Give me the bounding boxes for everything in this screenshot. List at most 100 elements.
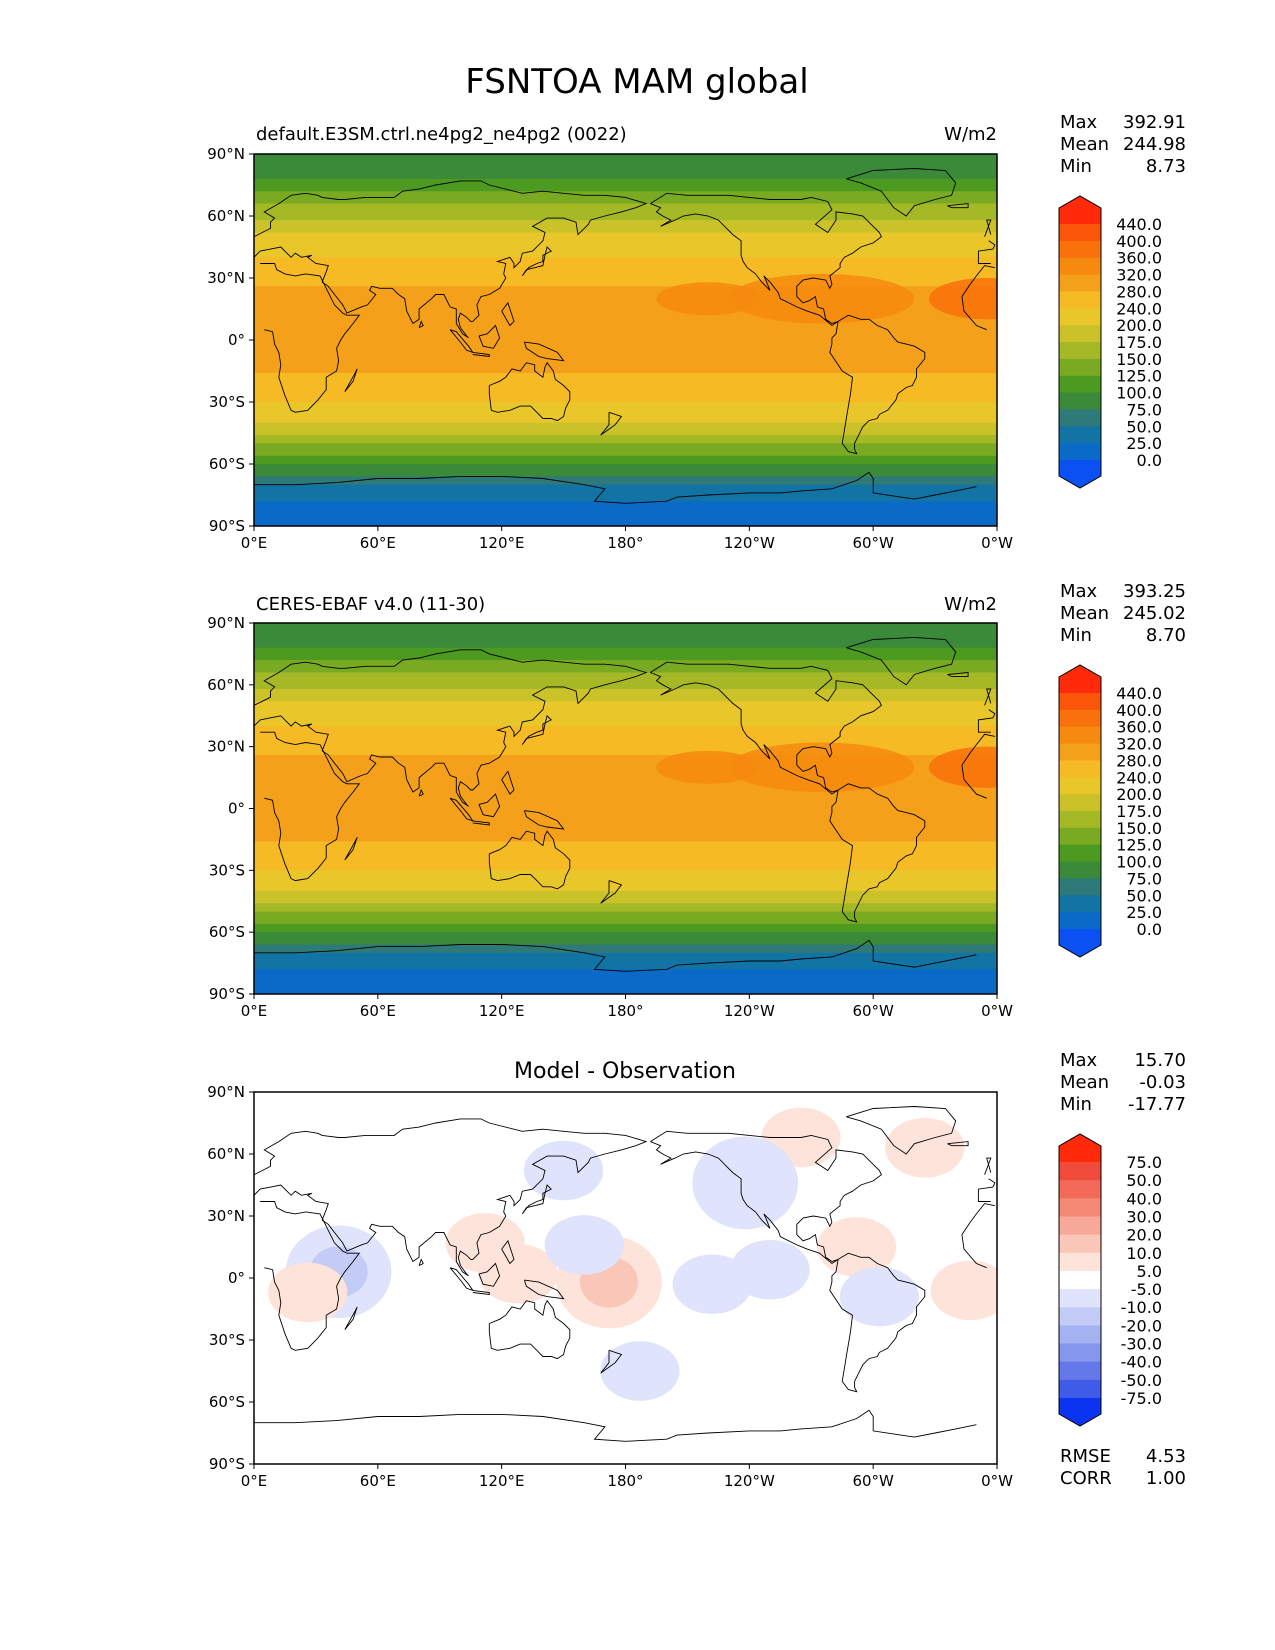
lat-tick-label: 30°S — [209, 861, 245, 879]
field-band — [254, 907, 997, 913]
field-band — [254, 759, 997, 764]
field-band — [254, 726, 997, 731]
colorbar-swatch — [1059, 1343, 1101, 1363]
field-band — [254, 688, 997, 694]
coastline — [344, 1306, 358, 1330]
lat-tick-label: 60°N — [207, 207, 245, 225]
field-band — [254, 240, 997, 246]
lat-tick-label: 90°N — [207, 145, 245, 163]
field-band — [254, 191, 997, 196]
lon-tick-labels: 0°E 60°E 120°E 180° 120°W 60°W 0°W — [241, 1464, 1013, 1490]
lat-tick-label: 90°S — [209, 985, 245, 1003]
field-maximum — [928, 746, 997, 788]
metric-value: 4.53 — [1146, 1446, 1186, 1467]
lat-tick-label: 0° — [228, 1269, 245, 1287]
field-band — [254, 385, 997, 391]
field-band — [254, 837, 997, 843]
lon-tick-label: 60°E — [360, 1002, 396, 1020]
field-band — [254, 635, 997, 641]
colorbar-tick-label: 200.0 — [1116, 316, 1162, 335]
colorbar-swatch — [1059, 844, 1101, 863]
field-band — [254, 443, 997, 449]
colorbar-tick-label: 40.0 — [1126, 1189, 1162, 1208]
coastline — [254, 1118, 648, 1277]
lat-tick-label: 30°N — [207, 738, 245, 756]
stat-label: Mean — [1060, 1072, 1109, 1093]
field-band — [254, 439, 997, 444]
colorbar-tick-label: 75.0 — [1126, 400, 1162, 419]
field-band — [254, 174, 997, 180]
field-band — [254, 406, 997, 411]
map-fill — [254, 1092, 997, 1464]
field-band — [254, 631, 997, 636]
field-band — [254, 915, 997, 921]
field-band — [254, 397, 997, 403]
field-band — [254, 961, 997, 966]
lat-tick-label: 60°N — [207, 676, 245, 694]
colorbar-swatch — [1059, 811, 1101, 829]
field-band — [254, 278, 997, 283]
colorbar-swatch — [1059, 426, 1101, 444]
stat-value: 245.02 — [1123, 603, 1186, 624]
panel-units: W/m2 — [944, 124, 997, 145]
field-band — [254, 306, 997, 312]
field-band — [254, 866, 997, 871]
field-band — [254, 651, 997, 657]
lon-tick-labels: 0°E 60°E 120°E 180° 120°W 60°W 0°W — [241, 994, 1013, 1020]
field-band — [254, 754, 997, 760]
field-band — [254, 224, 997, 229]
coastline — [254, 1409, 977, 1442]
colorbar-swatch — [1059, 1234, 1101, 1254]
field-band — [254, 709, 997, 715]
field-band — [254, 170, 997, 176]
colorbar-swatch — [1059, 794, 1101, 812]
field-band — [254, 746, 997, 752]
coastline — [344, 837, 358, 861]
colorbar-swatch — [1059, 827, 1101, 846]
field-band — [254, 327, 997, 333]
lon-tick-label: 120°W — [724, 1002, 775, 1020]
coastlines — [254, 1106, 996, 1442]
stat-value: 8.70 — [1146, 625, 1186, 646]
coastline — [846, 636, 957, 686]
coastlines — [254, 636, 996, 972]
colorbar-tick-label: 440.0 — [1116, 684, 1162, 703]
colorbar-tick-label: 400.0 — [1116, 701, 1162, 720]
lon-tick-label: 0°E — [241, 1002, 268, 1020]
stat-label: Mean — [1060, 603, 1109, 624]
stat-value: 15.70 — [1134, 1050, 1186, 1071]
colorbar-tick-label: 30.0 — [1126, 1207, 1162, 1226]
field-band — [254, 928, 997, 933]
colorbar-swatch — [1059, 291, 1101, 309]
field-band — [254, 816, 997, 822]
stat-label: Min — [1060, 1094, 1092, 1115]
colorbar-tick-label: 100.0 — [1116, 853, 1162, 872]
colorbar-tick-label: 10.0 — [1126, 1244, 1162, 1263]
coastline — [829, 783, 926, 923]
colorbar-extend-top — [1059, 1134, 1101, 1162]
lon-tick-label: 120°W — [724, 1472, 775, 1490]
field-band — [254, 899, 997, 904]
lon-tick-label: 0°E — [241, 534, 268, 552]
field-band — [254, 833, 997, 838]
field-band — [254, 697, 997, 702]
stat-value: 392.91 — [1123, 112, 1186, 133]
colorbar-outline — [1058, 195, 1102, 489]
field-band — [254, 203, 997, 209]
field-band — [254, 717, 997, 723]
colorbar-tick-label: 125.0 — [1116, 836, 1162, 855]
lon-tick-label: 60°E — [360, 534, 396, 552]
field-band — [254, 705, 997, 711]
field-band — [254, 505, 997, 511]
field-band — [254, 472, 997, 477]
lat-tick-label: 30°S — [209, 1331, 245, 1349]
field-band — [254, 932, 997, 937]
field-band — [254, 680, 997, 686]
lon-tick-label: 0°W — [981, 1002, 1013, 1020]
coastline — [947, 1141, 969, 1147]
coastline — [961, 765, 987, 799]
field-band — [254, 841, 997, 847]
lat-tick-label: 30°N — [207, 1207, 245, 1225]
field-band — [254, 890, 997, 896]
colorbar-swatch — [1059, 274, 1101, 292]
